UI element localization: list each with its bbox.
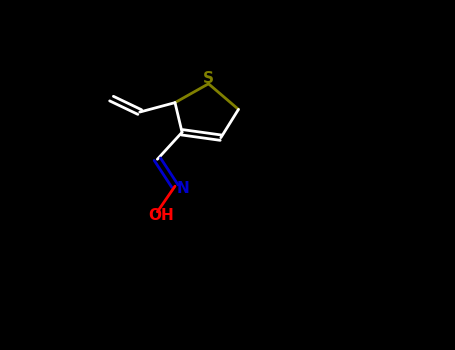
Text: S: S — [203, 71, 214, 86]
Text: N: N — [177, 181, 189, 196]
Text: OH: OH — [148, 208, 174, 223]
